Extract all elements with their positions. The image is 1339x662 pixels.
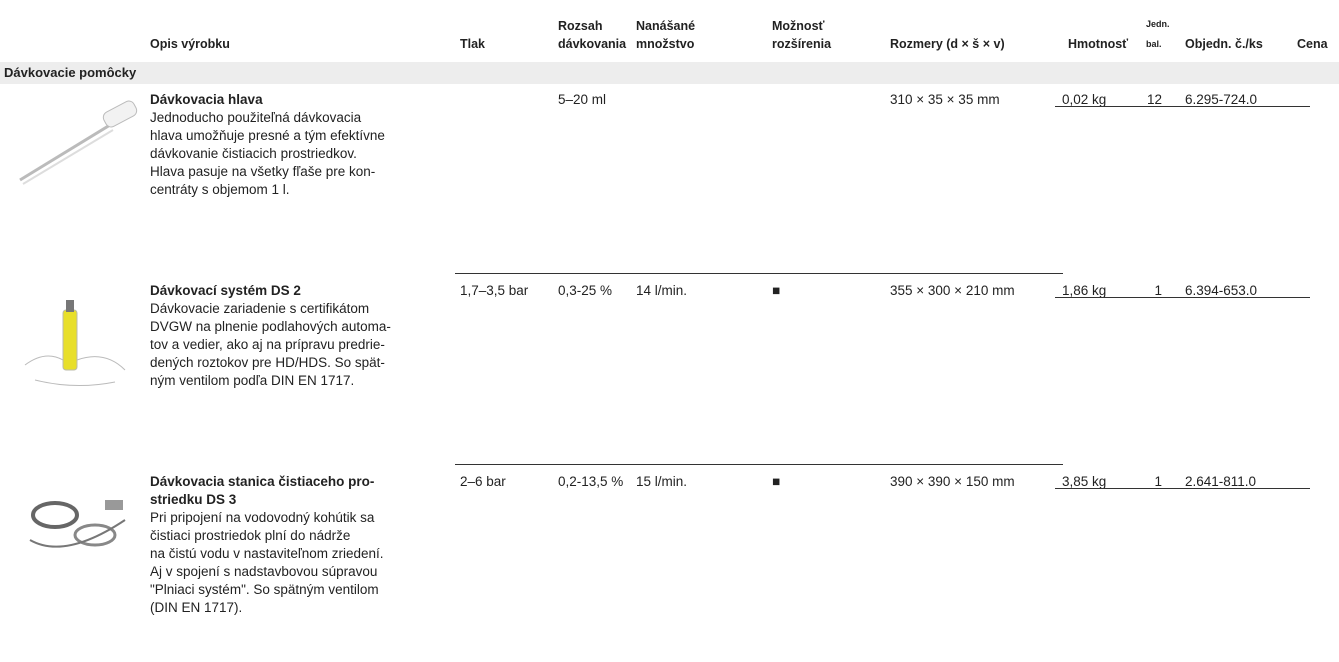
product-description: Hlava pasuje na všetky fľaše pre kon- bbox=[150, 164, 376, 179]
column-header: Objedn. č./ks bbox=[1185, 37, 1263, 51]
product-description: Aj v spojení s nadstavbovou súpravou bbox=[150, 564, 378, 579]
cell: 2–6 bar bbox=[460, 474, 506, 489]
column-header: Cena bbox=[1297, 37, 1328, 51]
product-name: striedku DS 3 bbox=[150, 492, 237, 507]
product-description: centráty s objemom 1 l. bbox=[150, 182, 290, 197]
product-description: dených roztokov pre HD/HDS. So spät- bbox=[150, 355, 385, 370]
column-header: rozšírenia bbox=[772, 37, 832, 51]
cell: 1 bbox=[1154, 283, 1162, 298]
product-image bbox=[24, 300, 126, 387]
product-description: Jednoducho použiteľná dávkovacia bbox=[150, 110, 362, 125]
cell: 355 × 300 × 210 mm bbox=[890, 283, 1015, 298]
rule bbox=[1055, 297, 1310, 298]
product-description: ným ventilom podľa DIN EN 1717. bbox=[150, 373, 355, 388]
section-title: Dávkovacie pomôcky bbox=[4, 65, 137, 80]
column-header: množstvo bbox=[636, 37, 695, 51]
product-image bbox=[19, 100, 138, 185]
rule bbox=[1055, 488, 1310, 489]
product-description: hlava umožňuje presné a tým efektívne bbox=[150, 128, 385, 143]
column-header: Opis výrobku bbox=[150, 37, 230, 51]
cell: 310 × 35 × 35 mm bbox=[890, 92, 1000, 107]
product-description: tov a vedier, ako aj na prípravu predrie… bbox=[150, 337, 385, 352]
cell: 12 bbox=[1146, 92, 1162, 107]
product-description: Pri pripojení na vodovodný kohútik sa bbox=[150, 510, 375, 525]
product-description: "Plniaci systém". So spätným ventilom bbox=[150, 582, 379, 597]
cell: ■ bbox=[772, 283, 781, 298]
product-description: čistiaci prostriedok plní do nádrže bbox=[150, 528, 351, 543]
section-bar bbox=[0, 62, 1339, 84]
cell: 6.394-653.0 bbox=[1185, 283, 1258, 298]
column-header: Tlak bbox=[460, 37, 486, 51]
column-header: Nanášané bbox=[636, 19, 696, 33]
product-name: Dávkovacia stanica čistiaceho pro- bbox=[150, 474, 375, 489]
column-header: bal. bbox=[1146, 39, 1162, 49]
cell: 1,86 kg bbox=[1062, 283, 1107, 298]
column-header: Rozsah bbox=[558, 19, 603, 33]
rule bbox=[1055, 106, 1310, 107]
column-header: dávkovania bbox=[558, 37, 627, 51]
cell: ■ bbox=[772, 474, 781, 489]
product-image bbox=[29, 500, 126, 548]
product-name: Dávkovací systém DS 2 bbox=[150, 283, 301, 298]
product-description: dávkovanie čistiacich prostriedkov. bbox=[150, 146, 357, 161]
column-header: Jedn. bbox=[1146, 19, 1170, 29]
product-description: DVGW na plnenie podlahových automa- bbox=[150, 319, 391, 334]
cell: 1,7–3,5 bar bbox=[460, 283, 529, 298]
cell: 0,02 kg bbox=[1062, 92, 1107, 107]
cell: 1 bbox=[1154, 474, 1162, 489]
cell: 14 l/min. bbox=[636, 283, 688, 298]
rule bbox=[455, 464, 1063, 465]
cell: 6.295-724.0 bbox=[1185, 92, 1258, 107]
column-header: Možnosť bbox=[772, 19, 825, 33]
product-description: na čistú vodu v nastaviteľnom zriedení. bbox=[150, 546, 384, 561]
column-header: Hmotnosť bbox=[1068, 37, 1129, 51]
cell: 390 × 390 × 150 mm bbox=[890, 474, 1015, 489]
product-name: Dávkovacia hlava bbox=[150, 92, 263, 107]
product-description: (DIN EN 1717). bbox=[150, 600, 243, 615]
cell: 0,3-25 % bbox=[558, 283, 613, 298]
rule bbox=[455, 273, 1063, 274]
column-header: Rozmery (d × š × v) bbox=[890, 37, 1005, 51]
cell: 0,2-13,5 % bbox=[558, 474, 624, 489]
product-description: Dávkovacie zariadenie s certifikátom bbox=[150, 301, 370, 316]
cell: 5–20 ml bbox=[558, 92, 607, 107]
cell: 2.641-811.0 bbox=[1185, 474, 1257, 489]
cell: 3,85 kg bbox=[1062, 474, 1107, 489]
cell: 15 l/min. bbox=[636, 474, 688, 489]
